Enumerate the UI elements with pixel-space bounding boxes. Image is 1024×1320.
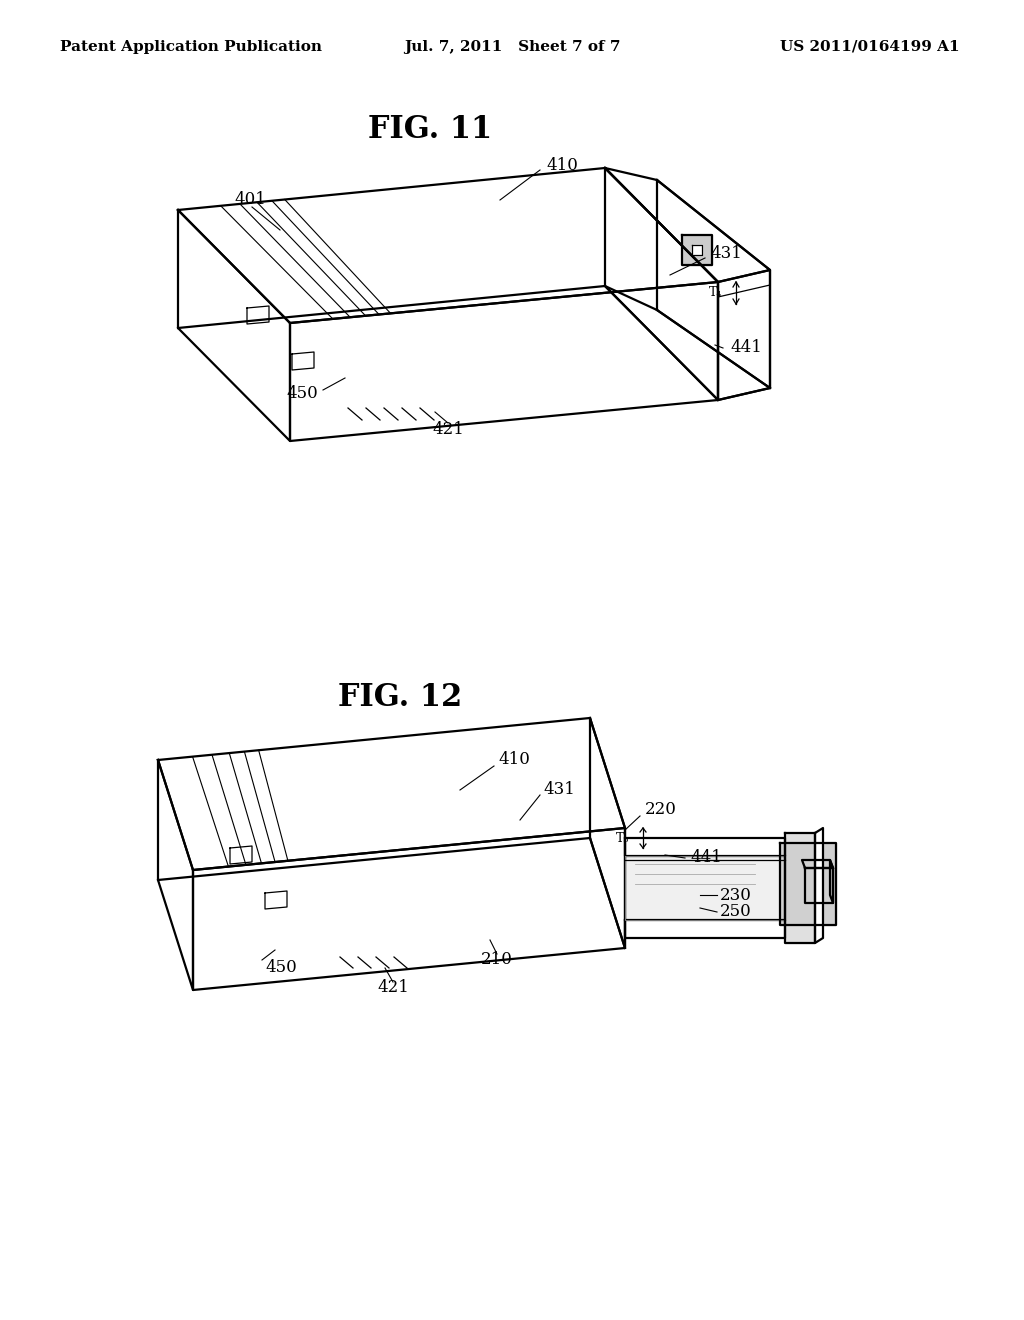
Polygon shape [193,828,625,990]
Polygon shape [657,180,770,388]
Text: 410: 410 [546,157,578,173]
Text: 401: 401 [234,191,266,209]
Text: 421: 421 [377,979,409,997]
Polygon shape [605,168,718,400]
Polygon shape [625,855,785,920]
Polygon shape [718,271,770,400]
Polygon shape [815,828,823,942]
Text: 410: 410 [498,751,529,768]
Polygon shape [785,833,815,942]
Text: 210: 210 [481,952,513,969]
Polygon shape [830,861,833,903]
Polygon shape [290,282,718,441]
Text: FIG. 12: FIG. 12 [338,682,462,714]
Text: Jul. 7, 2011   Sheet 7 of 7: Jul. 7, 2011 Sheet 7 of 7 [403,40,621,54]
Polygon shape [625,920,785,939]
Text: 220: 220 [645,801,677,818]
Text: 441: 441 [730,339,762,356]
Text: 450: 450 [265,958,297,975]
Text: 450: 450 [287,384,318,401]
Polygon shape [158,718,625,870]
Polygon shape [692,246,702,255]
Polygon shape [780,843,836,925]
Text: 421: 421 [432,421,464,438]
Polygon shape [178,210,290,441]
Text: T₅: T₅ [615,832,629,845]
Text: T₄: T₄ [709,286,722,300]
Polygon shape [802,861,833,869]
Polygon shape [178,168,718,323]
Polygon shape [805,869,833,903]
Text: 431: 431 [710,244,741,261]
Text: US 2011/0164199 A1: US 2011/0164199 A1 [780,40,961,54]
Text: FIG. 11: FIG. 11 [368,115,493,145]
Polygon shape [590,718,625,948]
Text: 250: 250 [720,903,752,920]
Polygon shape [682,235,712,265]
Text: 230: 230 [720,887,752,903]
Polygon shape [605,168,770,282]
Text: 441: 441 [690,850,722,866]
Text: Patent Application Publication: Patent Application Publication [60,40,322,54]
Text: 431: 431 [543,781,574,799]
Polygon shape [625,838,785,855]
Polygon shape [158,760,193,990]
